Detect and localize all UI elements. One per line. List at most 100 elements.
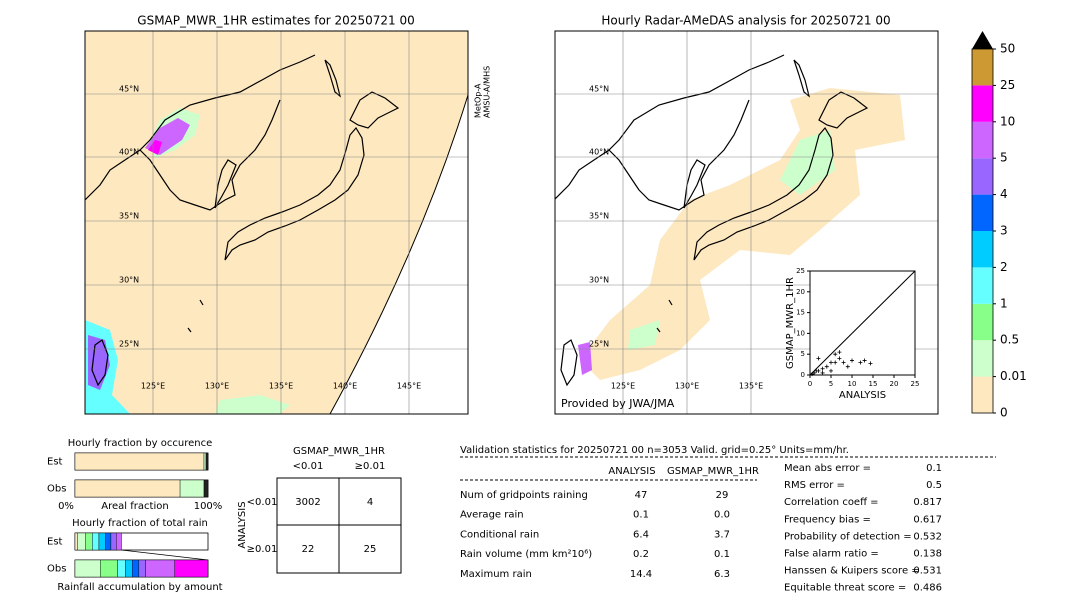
coastline [214,159,237,209]
fraction-segment [179,479,205,498]
scatter-point [862,358,867,363]
fraction-title: Hourly fraction of total rain [72,518,208,529]
table-cell: 0.2 [633,549,649,560]
score-label: Probability of detection = [784,531,912,542]
fraction-segment [138,559,146,578]
colorbar-label: 3 [1000,224,1008,238]
fraction-segment [110,532,117,551]
lon-label: 145°E [397,382,421,391]
row-label: Obs [47,484,66,495]
score-label: Hanssen & Kuipers score = [784,566,920,577]
map-title: GSMAP_MWR_1HR estimates for 20250721 00 [137,14,414,28]
table-title: GSMAP_MWR_1HR [293,446,385,457]
score-label: Equitable threat score = [784,583,906,594]
colorbar-segment [972,121,993,159]
coastline [139,99,281,211]
coastline [683,159,706,209]
scatter-point [812,370,817,375]
row-label: Average rain [460,510,524,521]
colorbar-segment [972,303,993,341]
x-tick-label: 5 [829,380,833,388]
map-content [85,31,468,414]
colorbar-segment [972,231,993,268]
column-header: ≥0.01 [355,461,386,472]
lon-label: 130°E [675,382,699,391]
colorbar-segment [972,376,993,413]
scatter-point [850,358,854,363]
rain-area [215,395,290,414]
row-header: ≥0.01 [247,544,278,555]
table-cell: 14.4 [630,569,652,580]
connector [121,549,209,561]
satellite-label: AMSU-A/MHS [483,66,492,118]
table-cell: 22 [302,544,315,555]
colorbar-label: 10 [1000,114,1015,128]
score-value: 0.486 [913,583,942,594]
row-label: Conditional rain [460,529,539,540]
lat-label: 45°N [119,85,139,94]
lon-label: 135°E [269,382,293,391]
fraction-title: Hourly fraction by occurence [68,438,212,449]
scatter-point [833,352,838,357]
lon-label: 130°E [205,382,229,391]
y-tick-label: 20 [796,288,805,296]
satellite-label: MetOp-A [474,83,483,118]
fraction-segment [117,559,126,578]
coastline [224,126,365,261]
colorbar-label: 0.5 [1000,333,1019,347]
colorbar-segment [972,194,993,231]
score-label: False alarm ratio = [784,549,879,560]
lat-label: 30°N [119,276,139,285]
row-label: Est [47,457,63,468]
coastline [560,299,673,387]
table-cell: 4 [367,497,373,508]
fraction-segment [205,452,209,471]
row-axis-label: ANALYSIS [237,501,248,548]
fraction-segment [98,532,106,551]
scatter-point [820,366,825,371]
lat-label: 25°N [119,340,139,349]
colorbar-label: 25 [1000,78,1015,92]
fraction-segment [203,479,209,498]
coastline [818,91,869,129]
colorbar-extend [972,31,993,49]
score-value: 0.138 [913,549,942,560]
score-label: Frequency bias = [784,514,871,525]
x-axis-label: ANALYSIS [839,390,886,401]
rain-area [578,342,592,375]
table-cell: 3002 [295,497,320,508]
scatter-point [810,372,815,377]
x-tick-label: 15 [869,380,878,388]
colorbar-segment [972,267,993,304]
lon-label: 125°E [611,382,635,391]
colorbar-label: 0 [1000,406,1008,420]
row-label: Maximum rain [460,569,532,580]
coastline [693,126,834,261]
colorbar-segment [972,85,993,122]
fraction-segment [85,532,93,551]
coastline [608,99,750,211]
colorbar-label: 0.01 [1000,369,1027,383]
scatter-point [868,361,873,366]
fraction-segment [145,559,175,578]
row-header: <0.01 [247,497,278,508]
fraction-segment [92,532,100,551]
y-tick-label: 0 [801,371,805,379]
coastline [324,59,342,98]
fraction-segment [203,452,207,471]
map-frame [84,30,469,415]
scatter-point [845,364,850,369]
table-cell: 0.0 [714,510,730,521]
x-tick-label: 10 [848,380,857,388]
y-tick-label: 25 [796,267,805,275]
fraction-segment [77,532,86,551]
lon-label: 135°E [739,382,763,391]
scatter-point [824,364,829,369]
y-tick-label: 5 [801,350,805,358]
score-value: 0.531 [913,566,942,577]
map-frame [554,30,939,415]
table-cell: 3.7 [714,529,730,540]
score-label: Correlation coeff = [784,497,879,508]
axis-label: 100% [194,501,223,512]
y-tick-label: 10 [796,329,805,337]
